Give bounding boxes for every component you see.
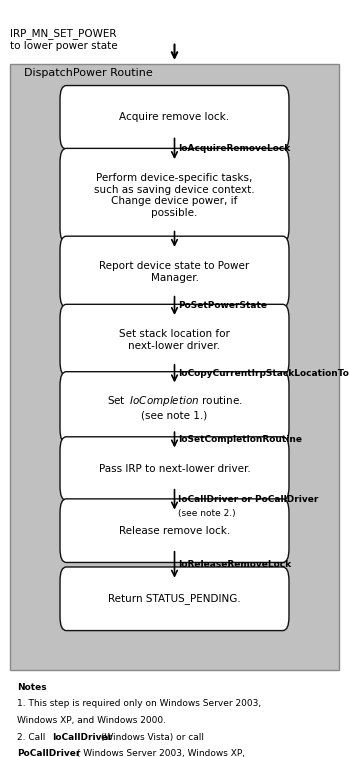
Text: IRP_MN_SET_POWER
to lower power state: IRP_MN_SET_POWER to lower power state <box>10 28 118 51</box>
FancyBboxPatch shape <box>60 499 289 562</box>
FancyBboxPatch shape <box>60 372 289 443</box>
Text: Release remove lock.: Release remove lock. <box>119 525 230 536</box>
Text: IoReleaseRemoveLock: IoReleaseRemoveLock <box>178 560 291 569</box>
Text: (Windows Vista) or call: (Windows Vista) or call <box>98 733 205 742</box>
FancyBboxPatch shape <box>60 437 289 500</box>
Text: IoCopyCurrentIrpStackLocationToNext: IoCopyCurrentIrpStackLocationToNext <box>178 369 349 378</box>
FancyBboxPatch shape <box>60 304 289 375</box>
Text: ( Windows Server 2003, Windows XP,: ( Windows Server 2003, Windows XP, <box>74 749 245 757</box>
Text: Pass IRP to next-lower driver.: Pass IRP to next-lower driver. <box>99 463 250 474</box>
Text: Return STATUS_PENDING.: Return STATUS_PENDING. <box>108 593 241 604</box>
Text: Windows XP, and Windows 2000.: Windows XP, and Windows 2000. <box>17 716 166 725</box>
Text: IoAcquireRemoveLock: IoAcquireRemoveLock <box>178 145 290 153</box>
Text: Perform device-specific tasks,
such as saving device context.
Change device powe: Perform device-specific tasks, such as s… <box>94 173 255 218</box>
Text: Set  $\it{IoCompletion}$ routine.
(see note 1.): Set $\it{IoCompletion}$ routine. (see no… <box>106 394 243 420</box>
Text: IoSetCompletionRoutine: IoSetCompletionRoutine <box>178 435 302 444</box>
Text: 2. Call: 2. Call <box>17 733 49 742</box>
Text: Report device state to Power
Manager.: Report device state to Power Manager. <box>99 261 250 282</box>
Text: DispatchPower Routine: DispatchPower Routine <box>24 68 153 78</box>
Text: (see note 2.): (see note 2.) <box>178 509 236 518</box>
Text: 1. This step is required only on Windows Server 2003,: 1. This step is required only on Windows… <box>17 699 261 709</box>
FancyBboxPatch shape <box>60 148 289 242</box>
Text: Set stack location for
next-lower driver.: Set stack location for next-lower driver… <box>119 329 230 350</box>
Text: IoCallDriver or PoCallDriver: IoCallDriver or PoCallDriver <box>178 495 318 504</box>
Text: Acquire remove lock.: Acquire remove lock. <box>119 112 230 123</box>
Text: IoCallDriver: IoCallDriver <box>52 733 112 742</box>
Text: PoSetPowerState: PoSetPowerState <box>178 301 267 310</box>
FancyBboxPatch shape <box>60 567 289 631</box>
FancyBboxPatch shape <box>60 86 289 149</box>
FancyBboxPatch shape <box>60 236 289 307</box>
Text: PoCallDriver: PoCallDriver <box>17 749 81 757</box>
Text: Notes: Notes <box>17 683 47 692</box>
FancyBboxPatch shape <box>10 64 339 670</box>
